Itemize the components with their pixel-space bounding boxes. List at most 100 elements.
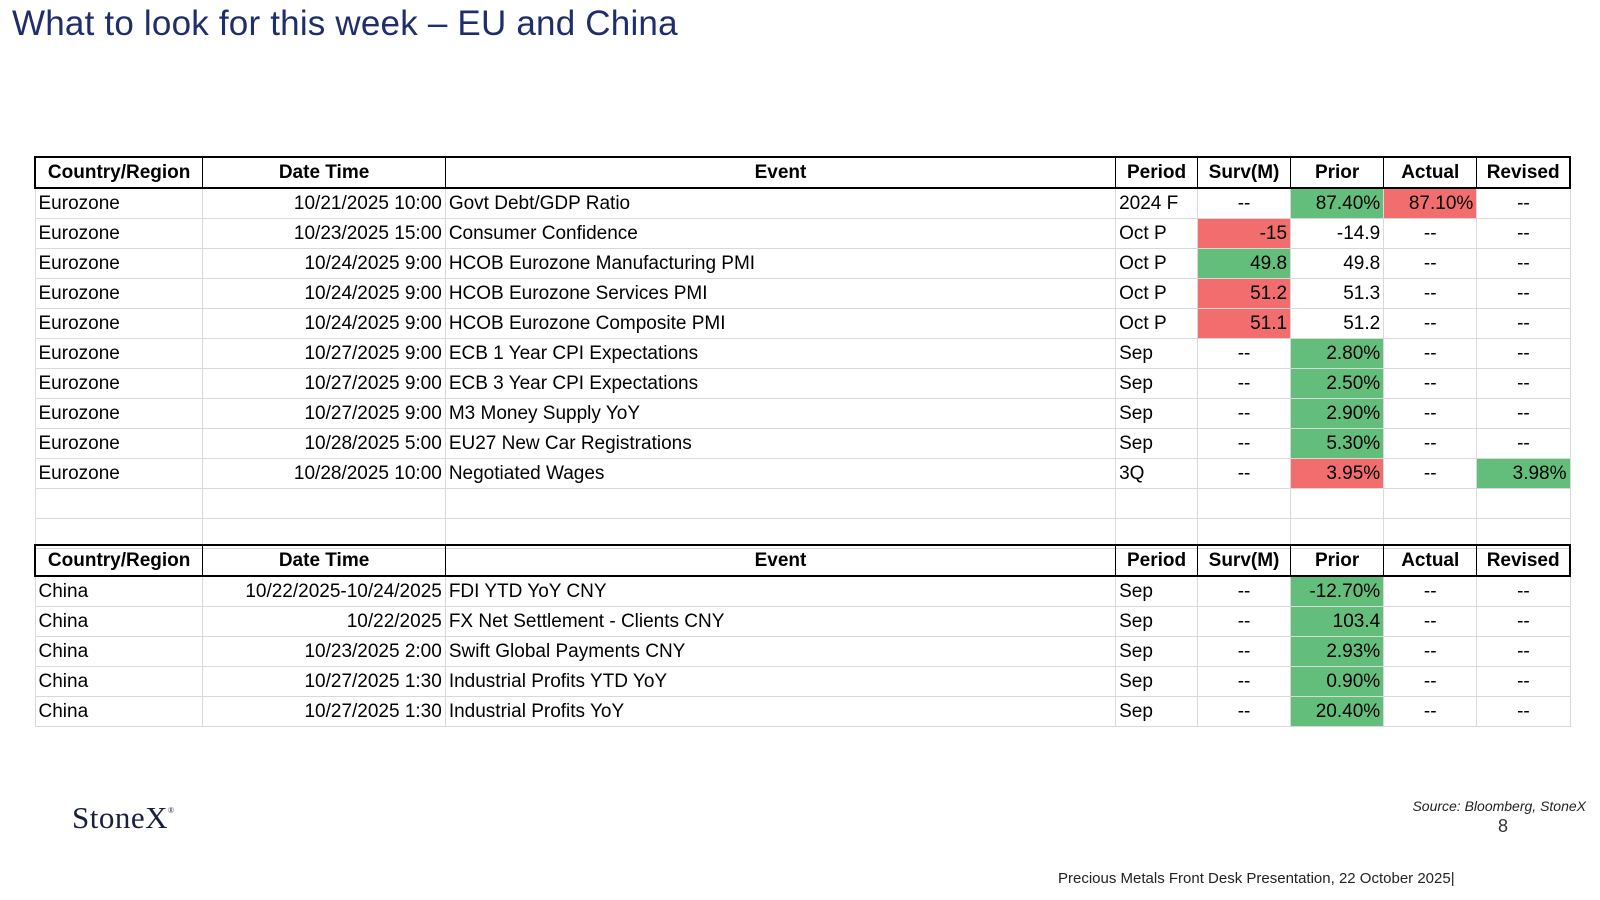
- cell-period: Oct P: [1115, 218, 1198, 249]
- table-row: Eurozone 10/23/2025 15:00 Consumer Confide…: [34, 218, 1571, 249]
- table-row: Eurozone 10/27/2025 9:00 ECB 1 Year CPI Ex…: [34, 338, 1571, 369]
- cell-prior: 0.90%: [1290, 666, 1385, 697]
- cell-revised: --: [1476, 428, 1571, 459]
- cell-revised: --: [1476, 575, 1571, 607]
- cell-revised: --: [1476, 368, 1571, 399]
- cell-event: HCOB Eurozone Manufacturing PMI: [444, 248, 1117, 279]
- cell-survey: 51.2: [1196, 278, 1292, 309]
- cell-country: Eurozone: [34, 338, 204, 369]
- cell-country: China: [34, 696, 204, 727]
- china-calendar-table: Country/Region Date Time Event Period Su…: [34, 544, 1572, 727]
- cell-period: Sep: [1115, 696, 1198, 727]
- page-number: 8: [1498, 816, 1509, 836]
- cell-country: China: [34, 636, 204, 667]
- cell-event: Negotiated Wages: [444, 458, 1117, 489]
- cell-datetime: 10/27/2025 1:30: [202, 696, 446, 727]
- cell-revised: --: [1476, 187, 1571, 219]
- cell-survey: 49.8: [1196, 248, 1292, 279]
- cell-country: China: [34, 666, 204, 697]
- table-row: China 10/22/2025-10/24/2025 FDI YTD YoY CN…: [34, 575, 1571, 607]
- cell-event: HCOB Eurozone Services PMI: [444, 278, 1117, 309]
- table-row: Eurozone 10/28/2025 10:00 Negotiated Wages…: [34, 458, 1571, 489]
- cell-actual: --: [1383, 398, 1478, 429]
- cell-actual: --: [1383, 368, 1478, 399]
- cell-period: Sep: [1115, 666, 1198, 697]
- cell-country: Eurozone: [34, 398, 204, 429]
- cell-prior: 2.50%: [1290, 368, 1385, 399]
- cell-period: 2024 F: [1115, 187, 1198, 219]
- cell-actual: --: [1383, 308, 1478, 339]
- presentation-footer: Precious Metals Front Desk Presentation,…: [1058, 870, 1455, 887]
- cell-datetime: 10/23/2025 2:00: [202, 636, 446, 667]
- cell-survey: --: [1196, 696, 1292, 727]
- cell-event: Swift Global Payments CNY: [444, 636, 1117, 667]
- cell-country: Eurozone: [34, 458, 204, 489]
- cell-datetime: 10/22/2025-10/24/2025: [202, 575, 446, 607]
- col-header-prior: Prior: [1290, 156, 1385, 189]
- cell-datetime: 10/27/2025 1:30: [202, 666, 446, 697]
- cell-revised: --: [1476, 218, 1571, 249]
- cell-datetime: 10/24/2025 9:00: [202, 278, 446, 309]
- source-note: Source: Bloomberg, StoneX: [1412, 798, 1586, 814]
- cell-revised: --: [1476, 636, 1571, 667]
- cell-revised: --: [1476, 666, 1571, 697]
- cell-country: Eurozone: [34, 218, 204, 249]
- cell-period: Oct P: [1115, 278, 1198, 309]
- table-row: China 10/22/2025 FX Net Settlement - Clien…: [34, 606, 1571, 637]
- eu-header-row: Country/Region Date Time Event Period Su…: [34, 156, 1572, 189]
- cell-revised: --: [1476, 278, 1571, 309]
- cell-prior: 49.8: [1290, 248, 1385, 279]
- col-header-datetime: Date Time: [202, 544, 446, 577]
- cell-survey: 51.1: [1196, 308, 1292, 339]
- cell-country: China: [34, 606, 204, 637]
- table-row: China 10/23/2025 2:00 Swift Global Payment…: [34, 636, 1571, 667]
- cell-datetime: 10/24/2025 9:00: [202, 308, 446, 339]
- cell-datetime: 10/24/2025 9:00: [202, 248, 446, 279]
- col-header-period: Period: [1115, 156, 1198, 189]
- page-title: What to look for this week – EU and Chin…: [12, 4, 678, 43]
- cell-period: Sep: [1115, 575, 1198, 607]
- cell-survey: --: [1196, 398, 1292, 429]
- col-header-survey: Surv(M): [1196, 156, 1292, 189]
- cell-event: Govt Debt/GDP Ratio: [444, 187, 1117, 219]
- cell-survey: -15: [1196, 218, 1292, 249]
- cell-datetime: 10/23/2025 15:00: [202, 218, 446, 249]
- table-row: Eurozone 10/24/2025 9:00 HCOB Eurozone Ser…: [34, 278, 1571, 309]
- cell-period: Sep: [1115, 636, 1198, 667]
- logo-text: StoneX: [72, 800, 168, 835]
- cell-actual: --: [1383, 218, 1478, 249]
- spacer-row: [34, 488, 1571, 519]
- cell-country: China: [34, 575, 204, 607]
- cell-period: Sep: [1115, 398, 1198, 429]
- cell-actual: --: [1383, 428, 1478, 459]
- cell-actual: --: [1383, 666, 1478, 697]
- cell-event: FDI YTD YoY CNY: [444, 575, 1117, 607]
- cell-revised: --: [1476, 308, 1571, 339]
- cell-prior: 51.2: [1290, 308, 1385, 339]
- eu-calendar-table: Country/Region Date Time Event Period Su…: [34, 156, 1572, 549]
- col-header-event: Event: [444, 544, 1117, 577]
- cell-event: Industrial Profits YoY: [444, 696, 1117, 727]
- cell-country: Eurozone: [34, 368, 204, 399]
- col-header-actual: Actual: [1383, 544, 1478, 577]
- table-row: Eurozone 10/28/2025 5:00 EU27 New Car Regi…: [34, 428, 1571, 459]
- col-header-revised: Revised: [1476, 544, 1572, 577]
- cell-event: Consumer Confidence: [444, 218, 1117, 249]
- cell-actual: --: [1383, 696, 1478, 727]
- registered-mark: ®: [168, 806, 175, 815]
- cell-period: Sep: [1115, 606, 1198, 637]
- col-header-event: Event: [444, 156, 1117, 189]
- cell-actual: --: [1383, 606, 1478, 637]
- cell-actual: 87.10%: [1383, 187, 1478, 219]
- cell-survey: --: [1196, 368, 1292, 399]
- cell-period: Sep: [1115, 368, 1198, 399]
- cell-event: Industrial Profits YTD YoY: [444, 666, 1117, 697]
- cell-revised: --: [1476, 606, 1571, 637]
- cell-event: ECB 1 Year CPI Expectations: [444, 338, 1117, 369]
- cell-revised: --: [1476, 398, 1571, 429]
- cell-datetime: 10/27/2025 9:00: [202, 368, 446, 399]
- cell-actual: --: [1383, 338, 1478, 369]
- cell-country: Eurozone: [34, 428, 204, 459]
- cell-period: Oct P: [1115, 308, 1198, 339]
- table-row: Eurozone 10/27/2025 9:00 M3 Money Supply Y…: [34, 398, 1571, 429]
